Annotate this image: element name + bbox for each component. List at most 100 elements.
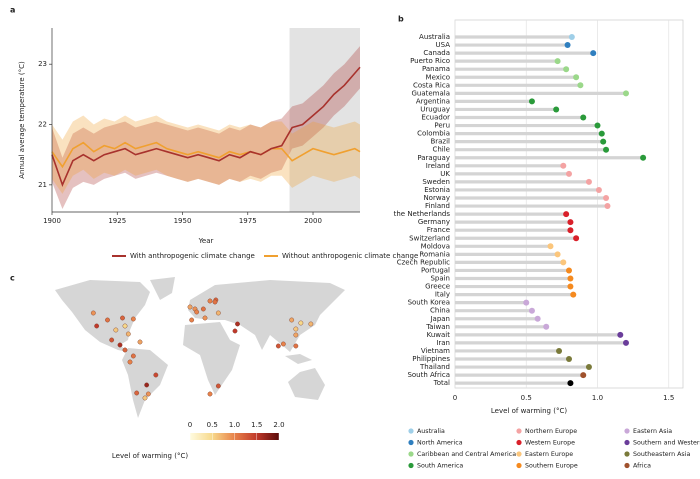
category-label: the Netherlands [394,210,451,218]
legend-label: Australia [417,428,445,435]
legend-marker [408,451,414,457]
category-label: Brazil [430,138,450,146]
category-label: Japan [429,315,450,323]
lollipop-dot [566,356,572,362]
legend-marker [408,462,414,469]
legend-marker [624,439,630,446]
category-label: Ecuador [421,114,450,122]
category-label: Thailand [419,363,450,371]
lollipop-dot [554,251,561,258]
legend-label: Without anthropogenic climate change [282,252,418,260]
station-point [113,327,119,333]
land [183,322,240,395]
panel-label: a [10,6,15,15]
lollipop-dot [598,130,605,137]
category-label: Estonia [424,186,450,194]
category-label: Panama [422,65,450,73]
legend-marker [516,462,522,469]
station-point [212,299,218,305]
station-point [130,316,136,322]
station-point [200,306,206,312]
category-label: Czech Republic [397,258,450,266]
lollipop-dot [567,283,574,290]
station-point [145,391,151,397]
lollipop-dot [577,82,584,89]
lollipop-dot [564,42,571,49]
station-point [232,328,238,334]
category-label: Finland [425,202,450,210]
category-label: Mexico [426,73,450,81]
lollipop-dot [567,275,574,282]
lollipop-dot [554,58,561,65]
category-label: Chile [432,146,450,154]
station-point [127,359,133,365]
world-map [55,277,345,418]
lollipop-dot [590,50,597,57]
legend-marker [624,462,630,469]
x-tick-label: 1950 [174,217,192,225]
category-label: Puerto Rico [410,57,450,65]
lollipop-dot [580,372,587,379]
category-label: Colombia [417,130,450,138]
station-point [289,317,295,323]
lollipop-dot [603,146,610,153]
legend-label: Southeastern Asia [633,451,690,458]
x-tick-label: 1.0 [592,394,603,402]
station-point [194,309,200,315]
legend-label: Southern and Western Asia [633,440,700,447]
lollipop-dot [617,331,624,338]
category-label: Kuwait [427,331,451,339]
category-label: Greece [425,283,450,291]
legend-marker [408,428,414,434]
colorbar-tick-label: 1.5 [251,421,262,429]
category-label: France [427,226,450,234]
station-point [280,341,286,347]
station-point [187,304,193,310]
legend-label: Eastern Asia [633,428,672,435]
station-point [207,391,213,397]
legend-label: Southern Europe [525,463,578,470]
lollipop-dot [528,98,535,105]
colorbar-tick-label: 0.5 [207,421,218,429]
category-label: Taiwan [425,323,450,331]
station-point [153,372,159,378]
station-point [109,337,115,343]
x-tick-label: 1900 [43,217,61,225]
colorbar-tick-label: 1.0 [229,421,240,429]
category-label: Switzerland [409,234,450,242]
lollipop-dot [585,364,592,371]
category-label: Paraguay [417,154,450,162]
x-tick-label: 2000 [304,217,322,225]
legend-label: Northern Europe [525,428,577,435]
land [285,354,312,364]
lollipop-dot [623,90,629,97]
lollipop-dot [570,291,577,298]
lollipop-dot [595,186,602,193]
station-point [189,317,195,323]
legend-label: North America [417,440,463,447]
panel-label: c [10,274,15,283]
lollipop-dot [573,74,580,81]
lollipop-dot [563,66,570,73]
category-label: Guatemala [411,89,450,97]
station-point [293,326,299,332]
lollipop-dot [573,235,580,242]
category-label: Australia [419,33,450,41]
y-tick-label: 21 [38,181,47,189]
legend-label: Africa [633,463,651,470]
category-label: USA [436,41,451,49]
category-label: Sweden [422,178,450,186]
category-label: Moldova [421,242,450,250]
lollipop-dot [534,315,541,322]
lollipop-dot [528,307,535,314]
station-point [90,310,96,316]
lollipop-dot [553,106,560,113]
lollipop-dot [640,154,647,161]
lollipop-dot [567,380,574,387]
category-label: Total [433,379,450,387]
panel-label: b [398,15,404,24]
category-label: Costa Rica [413,81,450,89]
category-label: Iran [436,339,450,347]
lollipop-dot [567,227,574,234]
station-point [122,347,128,353]
